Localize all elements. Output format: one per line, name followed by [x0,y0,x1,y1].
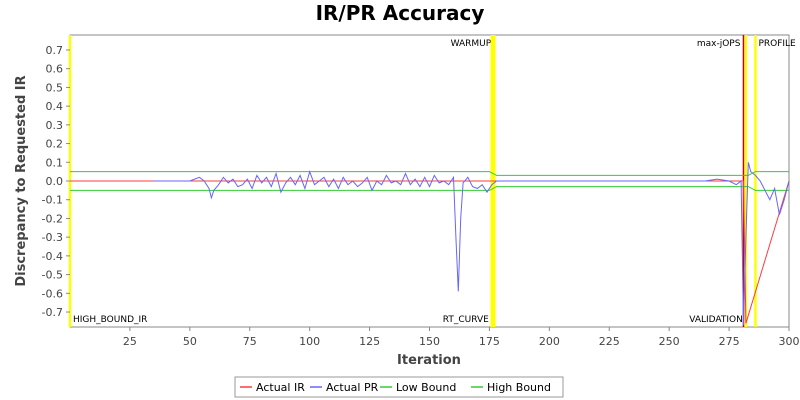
y-tick-label: -0.5 [42,269,63,282]
marker-label: WARMUP [451,39,492,49]
marker-label: VALIDATION [689,315,743,325]
x-axis-label: Iteration [397,353,461,368]
x-tick-label: 275 [719,335,740,348]
y-tick-label: -0.4 [42,250,63,263]
y-tick-label: 0.0 [46,175,64,188]
series-lines [70,162,790,326]
x-tick-label: 50 [183,335,197,348]
y-tick-label: -0.2 [42,212,63,225]
y-tick-label: -0.7 [42,306,63,319]
x-tick-label: 25 [123,335,137,348]
x-tick-label: 125 [359,335,380,348]
y-tick-label: 0.2 [46,138,64,151]
marker-label: HIGH_BOUND_IR [73,315,147,325]
y-tick-label: 0.6 [46,63,64,76]
x-tick-label: 250 [659,335,680,348]
series-line-actual-pr [153,162,790,326]
x-tick-label: 100 [299,335,320,348]
legend-box [234,376,564,398]
legend-label: High Bound [487,381,551,394]
marker-label: RT_CURVE [443,315,489,325]
y-tick-label: 0.4 [46,100,64,113]
chart-title: IR/PR Accuracy [316,1,485,25]
legend-label: Actual PR [326,381,379,394]
y-tick-label: -0.3 [42,231,63,244]
series-line-high-bound [70,171,789,176]
x-tick-label: 75 [243,335,257,348]
x-axis: 25 50 75 100 125 150 175 200 225 250 275 300 [123,327,800,348]
x-tick-label: 150 [419,335,440,348]
series-line-actual-ir [70,180,790,324]
y-tick-label: -0.6 [42,287,63,300]
marker-label: max-jOPS [697,39,741,49]
y-axis-label: Discrepancy to Requested IR [14,75,29,286]
y-tick-label: 0.5 [46,81,64,94]
legend-label: Low Bound [396,381,456,394]
y-tick-label: 0.7 [46,44,64,57]
marker-label: PROFILE [758,39,796,49]
x-tick-label: 225 [599,335,620,348]
y-tick-label: 0.3 [46,119,64,132]
x-tick-label: 300 [779,335,800,348]
y-axis: 0.7 0.6 0.5 0.4 0.3 0.2 0.1 0.0 -0.1 -0.2 -0.3 -0.4… [42,44,70,319]
legend: Actual IR Actual PR Low Bound High Bound [234,376,564,398]
series-line-low-bound [70,186,789,191]
y-tick-label: -0.1 [42,194,63,207]
y-tick-label: 0.1 [46,156,64,169]
x-tick-label: 175 [479,335,500,348]
x-tick-label: 200 [539,335,560,348]
legend-label: Actual IR [256,381,305,394]
